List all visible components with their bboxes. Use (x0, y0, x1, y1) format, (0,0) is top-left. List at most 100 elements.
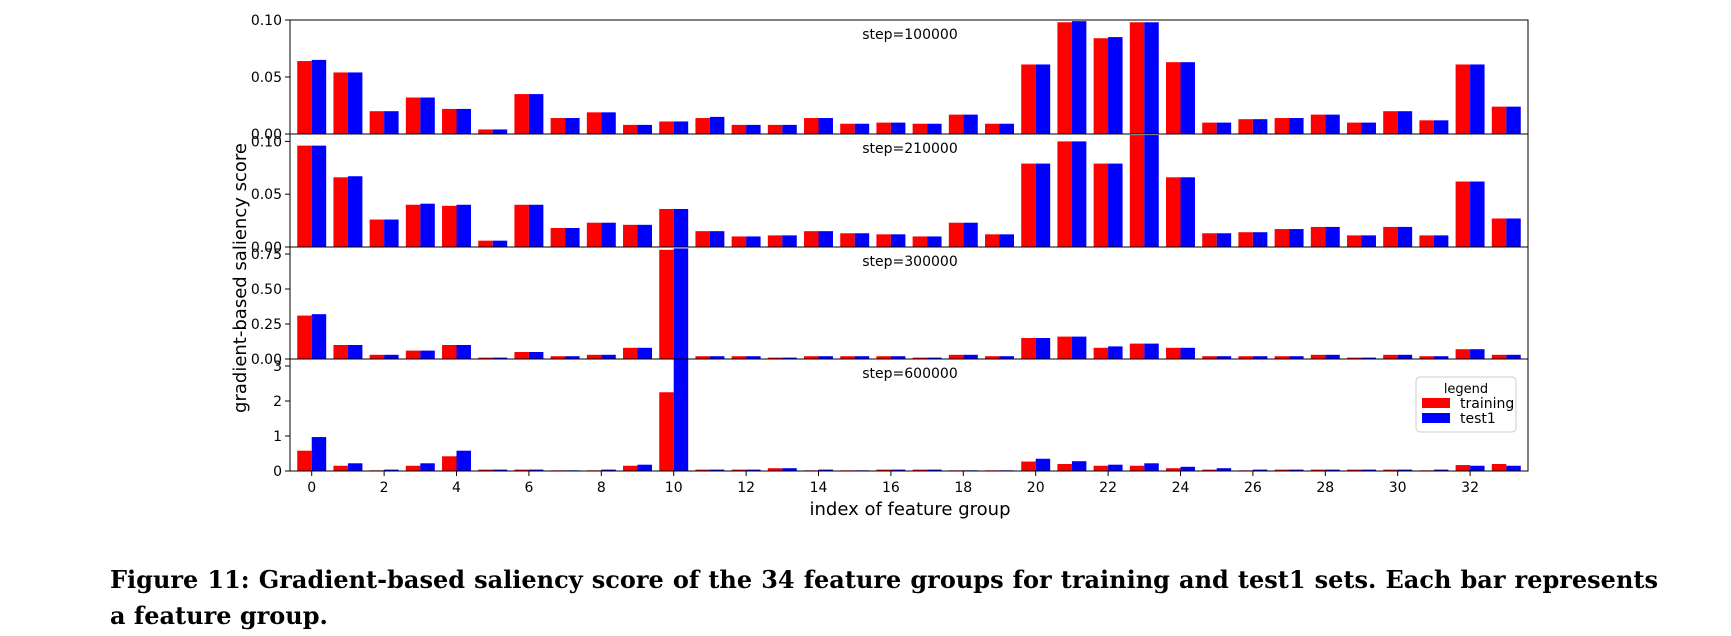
chart-legend: legend training test1 (1415, 376, 1517, 433)
bar-test1-panel1-g11 (709, 231, 725, 247)
legend-swatch-training (1422, 398, 1450, 408)
bar-training-panel2-g26 (1238, 356, 1253, 359)
bar-training-panel3-g13 (767, 468, 783, 471)
bar-training-panel2-g2 (369, 354, 385, 359)
bar-training-panel1-g6 (514, 204, 529, 247)
bar-training-panel1-g21 (1057, 141, 1072, 247)
legend-label-test1: test1 (1460, 411, 1496, 427)
y-tick-label-panel3: 2 (273, 394, 282, 410)
bar-test1-panel0-g13 (782, 124, 797, 134)
bar-test1-panel0-g17 (927, 123, 942, 134)
bar-training-panel1-g15 (840, 233, 855, 247)
bar-training-panel1-g8 (586, 222, 602, 247)
bar-test1-panel0-g28 (1325, 114, 1340, 134)
bar-training-panel2-g9 (623, 347, 638, 359)
bar-training-panel3-g5 (478, 469, 493, 471)
bar-test1-panel0-g12 (746, 124, 761, 134)
y-tick-label-panel0: 0.10 (251, 13, 282, 29)
bar-training-panel1-g9 (623, 224, 638, 247)
bar-test1-panel2-g16 (890, 356, 906, 359)
bar-test1-panel0-g33 (1506, 106, 1521, 134)
bar-training-panel2-g24 (1166, 347, 1181, 359)
bar-test1-panel0-g9 (637, 124, 652, 134)
bar-training-panel1-g3 (405, 204, 421, 247)
x-tick-label: 20 (1027, 480, 1045, 496)
bar-test1-panel3-g23 (1144, 463, 1159, 471)
y-tick-label-panel1: 0.10 (251, 134, 282, 150)
bar-test1-panel0-g6 (528, 94, 544, 134)
panel-title-1: step=210000 (862, 141, 957, 157)
bar-test1-panel3-g25 (1216, 468, 1232, 471)
bar-training-panel2-g27 (1274, 356, 1290, 359)
bar-training-panel3-g9 (623, 465, 638, 471)
bar-training-panel2-g22 (1093, 347, 1109, 359)
x-tick-label: 26 (1244, 480, 1262, 496)
bar-test1-panel1-g22 (1108, 163, 1123, 247)
bar-training-panel2-g30 (1383, 354, 1398, 359)
y-tick-label-panel3: 1 (273, 429, 282, 445)
bar-test1-panel1-g32 (1470, 181, 1485, 247)
bar-training-panel3-g30 (1383, 469, 1398, 471)
bar-test1-panel3-g13 (782, 468, 797, 471)
bar-training-panel1-g26 (1238, 232, 1253, 247)
bar-test1-panel2-g3 (420, 350, 435, 359)
bar-test1-panel3-g11 (709, 469, 725, 471)
bar-training-panel1-g4 (442, 205, 457, 247)
bar-training-panel0-g18 (948, 114, 964, 134)
bar-test1-panel1-g6 (528, 204, 544, 247)
bar-test1-panel3-g27 (1289, 469, 1304, 471)
bar-test1-panel3-g33 (1506, 465, 1521, 471)
bar-training-panel3-g12 (731, 469, 747, 471)
bar-test1-panel3-g6 (528, 469, 544, 471)
bar-test1-panel0-g3 (420, 97, 435, 134)
bar-training-panel1-g25 (1202, 233, 1217, 247)
bar-training-panel3-g22 (1093, 465, 1109, 471)
bar-test1-panel0-g22 (1108, 37, 1123, 134)
bar-test1-panel2-g15 (854, 356, 870, 359)
x-tick-label: 2 (380, 480, 389, 496)
bar-test1-panel2-g14 (818, 356, 833, 359)
bar-training-panel1-g30 (1383, 226, 1398, 247)
bar-test1-panel0-g5 (492, 129, 508, 134)
bar-test1-panel3-g14 (818, 469, 833, 471)
bar-training-panel1-g5 (478, 240, 493, 247)
bar-training-panel0-g2 (369, 111, 385, 134)
bar-training-panel2-g33 (1491, 354, 1507, 359)
figure-caption: Figure 11: Gradient-based saliency score… (110, 562, 1658, 634)
bar-test1-panel0-g31 (1433, 120, 1449, 134)
bar-test1-panel2-g6 (528, 352, 544, 359)
bar-test1-panel2-g22 (1108, 346, 1123, 359)
bar-training-panel0-g5 (478, 129, 493, 134)
bar-test1-panel1-g20 (1035, 163, 1051, 247)
bar-test1-panel0-g29 (1361, 122, 1376, 134)
bar-test1-panel1-g3 (420, 203, 435, 247)
y-tick-label-panel0: 0.00 (251, 127, 282, 143)
x-tick-label: 18 (954, 480, 972, 496)
bar-training-panel1-g29 (1347, 235, 1362, 247)
bar-test1-panel0-g21 (1071, 21, 1087, 134)
x-tick-label: 14 (810, 480, 828, 496)
x-tick-label: 6 (524, 480, 533, 496)
x-tick-label: 24 (1172, 480, 1190, 496)
bar-training-panel3-g27 (1274, 469, 1290, 471)
bar-training-panel3-g29 (1347, 469, 1362, 471)
bar-training-panel1-g22 (1093, 163, 1109, 247)
bar-training-panel0-g20 (1021, 64, 1036, 134)
bar-test1-panel3-g28 (1325, 469, 1340, 471)
bar-test1-panel0-g16 (890, 122, 906, 134)
bar-test1-panel3-g21 (1071, 461, 1087, 471)
bar-test1-panel2-g5 (492, 357, 508, 359)
bar-test1-panel2-g1 (347, 345, 363, 359)
bar-test1-panel1-g27 (1289, 229, 1304, 247)
bar-training-panel1-g1 (333, 177, 348, 247)
bar-test1-panel1-g12 (746, 236, 761, 247)
bar-test1-panel2-g33 (1506, 354, 1521, 359)
bar-training-panel2-g11 (695, 356, 710, 359)
bar-test1-panel0-g24 (1180, 62, 1195, 134)
x-tick-label: 22 (1099, 480, 1117, 496)
bar-test1-panel3-g22 (1108, 464, 1123, 471)
chart-panels: 0.00 0.05 0.10 step=100000 0.00 0.05 0.10 step=… (251, 13, 1529, 496)
x-tick-label: 8 (597, 480, 606, 496)
legend-label-training: training (1460, 396, 1514, 412)
bar-test1-panel2-g29 (1361, 357, 1376, 359)
